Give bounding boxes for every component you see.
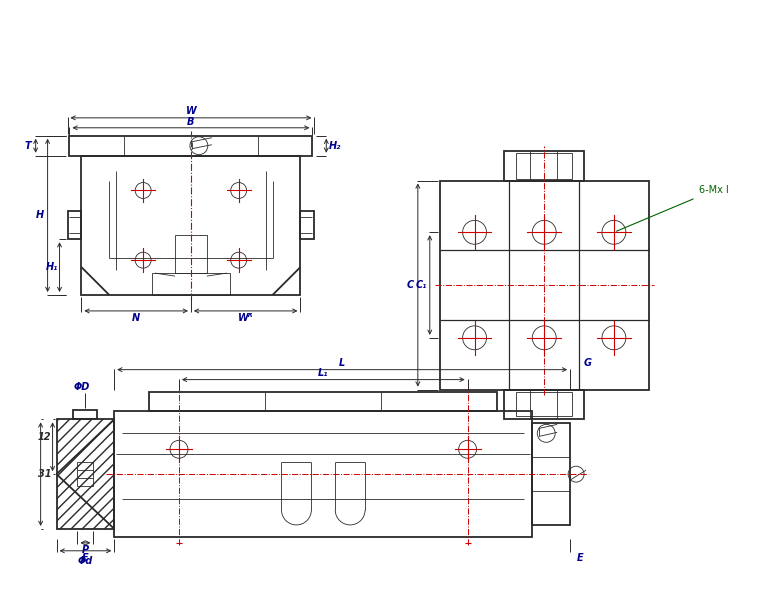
Text: 31: 31 xyxy=(38,469,52,479)
Bar xyxy=(504,389,584,419)
Bar xyxy=(56,419,114,529)
Bar xyxy=(69,136,313,156)
Bar xyxy=(78,462,93,486)
Text: Φd: Φd xyxy=(78,556,93,566)
Text: L₁: L₁ xyxy=(318,368,329,378)
Bar xyxy=(532,424,570,525)
Bar xyxy=(82,156,300,295)
Bar xyxy=(517,153,572,179)
Text: 12: 12 xyxy=(38,432,52,442)
Text: G: G xyxy=(584,358,592,368)
Bar xyxy=(440,181,649,389)
Text: P: P xyxy=(82,545,89,555)
Bar xyxy=(68,211,82,240)
Text: L: L xyxy=(339,358,345,368)
Text: C: C xyxy=(407,280,413,290)
Text: H₂: H₂ xyxy=(329,140,341,150)
Text: H₁: H₁ xyxy=(45,262,58,272)
Text: E: E xyxy=(82,553,89,563)
Bar xyxy=(152,273,229,295)
Text: B: B xyxy=(187,117,195,127)
Text: ΦD: ΦD xyxy=(73,382,89,392)
Bar xyxy=(175,235,207,273)
Text: N: N xyxy=(132,313,140,323)
Bar xyxy=(300,211,314,240)
Text: E: E xyxy=(577,553,584,563)
Text: Wᴿ: Wᴿ xyxy=(238,313,253,323)
Bar xyxy=(149,392,497,411)
Text: C₁: C₁ xyxy=(416,280,427,290)
Text: H: H xyxy=(35,211,44,221)
Text: 6-Mx l: 6-Mx l xyxy=(617,185,728,231)
Bar xyxy=(504,150,584,181)
Text: T: T xyxy=(25,140,31,150)
Text: W: W xyxy=(186,106,196,116)
Bar xyxy=(517,392,572,417)
Bar xyxy=(114,411,532,537)
Bar xyxy=(73,411,97,419)
